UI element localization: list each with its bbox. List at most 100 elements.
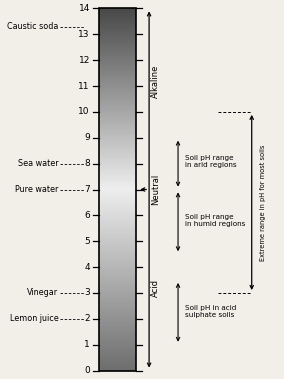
Bar [99, 252, 136, 254]
Bar [99, 305, 136, 307]
Bar [99, 63, 136, 64]
Bar [99, 268, 136, 269]
Text: 12: 12 [78, 56, 90, 65]
Bar [99, 270, 136, 272]
Bar [99, 136, 136, 138]
Bar [99, 319, 136, 320]
Bar [99, 197, 136, 198]
Bar [99, 276, 136, 277]
Bar [99, 39, 136, 40]
Text: Lemon juice: Lemon juice [10, 314, 58, 323]
Bar [99, 140, 136, 141]
Bar [99, 150, 136, 151]
Bar [99, 112, 136, 113]
Bar [99, 156, 136, 157]
Bar [99, 116, 136, 117]
Bar [99, 217, 136, 218]
Bar [99, 313, 136, 314]
Bar [99, 363, 136, 365]
Bar [99, 190, 136, 191]
Bar [99, 262, 136, 263]
Bar [99, 269, 136, 270]
Bar [99, 263, 136, 264]
Bar [99, 127, 136, 128]
Bar [99, 293, 136, 294]
Bar [99, 61, 136, 63]
Bar [99, 50, 136, 51]
Bar [99, 157, 136, 158]
Bar [99, 222, 136, 223]
Bar [99, 315, 136, 316]
Bar [99, 165, 136, 166]
Bar [99, 117, 136, 118]
Bar [99, 294, 136, 296]
Bar [99, 362, 136, 363]
Bar [99, 349, 136, 350]
Bar [99, 338, 136, 339]
Bar [99, 87, 136, 88]
Bar [99, 181, 136, 182]
Bar [99, 162, 136, 163]
Bar [99, 53, 136, 54]
Text: 11: 11 [78, 81, 90, 91]
Bar [99, 177, 136, 179]
Bar [99, 335, 136, 337]
Bar [99, 221, 136, 222]
Text: Acid: Acid [151, 279, 160, 297]
Bar [99, 368, 136, 370]
Bar [99, 159, 136, 161]
Bar [99, 323, 136, 325]
Bar [99, 274, 136, 275]
Text: Sea water: Sea water [18, 159, 58, 168]
Text: 0: 0 [84, 366, 90, 375]
Bar [99, 247, 136, 249]
Bar [99, 281, 136, 282]
Bar [99, 200, 136, 202]
Bar [99, 199, 136, 200]
Bar [99, 327, 136, 328]
Bar [99, 151, 136, 152]
Bar [99, 60, 136, 61]
Bar [99, 27, 136, 28]
Bar [99, 208, 136, 209]
Bar [99, 367, 136, 368]
Bar [99, 257, 136, 258]
Bar [99, 194, 136, 196]
Bar [99, 213, 136, 214]
Text: Alkaline: Alkaline [151, 64, 160, 97]
Bar [99, 254, 136, 255]
Bar [99, 110, 136, 111]
Bar [99, 260, 136, 261]
Bar [99, 125, 136, 127]
Bar [99, 357, 136, 359]
Bar [99, 227, 136, 228]
Bar [99, 143, 136, 144]
Bar [99, 360, 136, 361]
Bar [99, 13, 136, 14]
Text: 7: 7 [84, 185, 90, 194]
Bar [99, 266, 136, 267]
Bar [99, 283, 136, 285]
Bar [99, 103, 136, 104]
Bar [99, 279, 136, 280]
Bar [99, 58, 136, 59]
Bar [99, 191, 136, 192]
Bar [99, 356, 136, 357]
Bar [99, 175, 136, 176]
Bar [99, 74, 136, 75]
Bar [99, 149, 136, 150]
Bar [99, 334, 136, 335]
Bar [99, 86, 136, 87]
Bar [99, 285, 136, 286]
Bar [99, 152, 136, 153]
Bar [99, 198, 136, 199]
Bar [99, 210, 136, 211]
Bar [99, 46, 136, 47]
Bar [99, 226, 136, 227]
Bar [99, 132, 136, 133]
Bar [99, 100, 136, 102]
Bar [99, 345, 136, 346]
Bar [99, 233, 136, 234]
Bar [99, 158, 136, 159]
Bar [99, 321, 136, 322]
